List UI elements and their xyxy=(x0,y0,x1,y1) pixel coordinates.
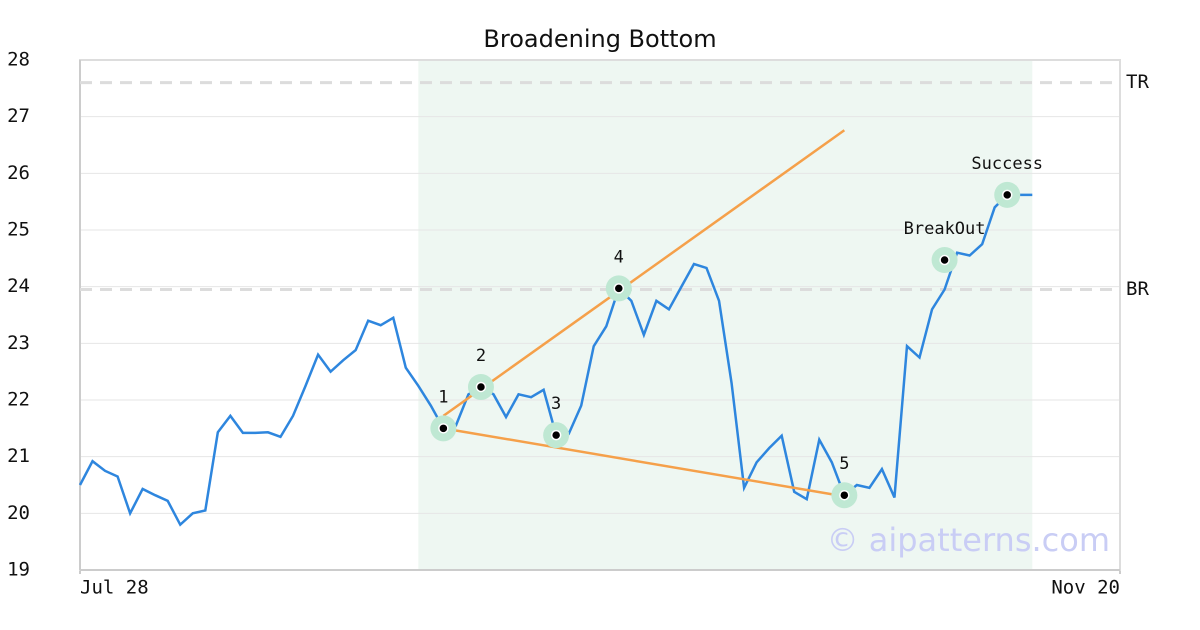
point-dot xyxy=(613,283,625,294)
point-label: 1 xyxy=(438,387,448,407)
y-tick-label: 25 xyxy=(7,219,30,241)
point-label: Success xyxy=(971,154,1043,174)
point-dot xyxy=(939,254,950,266)
chart-title: Broadening Bottom xyxy=(483,25,716,53)
point-dot xyxy=(475,381,487,393)
point-label: 2 xyxy=(476,346,486,366)
point-label: BreakOut xyxy=(904,219,986,239)
y-tick-label: 24 xyxy=(7,275,30,297)
level-label: BR xyxy=(1126,278,1149,300)
trend-line xyxy=(443,427,845,498)
x-tick-label: Jul 28 xyxy=(80,577,149,599)
y-tick-label: 19 xyxy=(7,559,30,581)
y-tick-label: 27 xyxy=(7,105,30,127)
point-dot xyxy=(1001,189,1013,201)
y-tick-label: 28 xyxy=(7,49,30,71)
watermark: © aipatterns.com xyxy=(827,521,1110,559)
point-dot xyxy=(438,423,449,434)
point-dot xyxy=(550,429,562,441)
point-dot xyxy=(839,489,850,501)
point-label: 4 xyxy=(614,247,624,267)
y-tick-label: 23 xyxy=(7,332,30,354)
trend-line xyxy=(442,129,846,417)
point-label: 5 xyxy=(839,454,849,474)
point-label: 3 xyxy=(551,394,561,414)
y-tick-label: 20 xyxy=(7,502,30,524)
y-tick-label: 26 xyxy=(7,162,30,184)
y-tick-label: 21 xyxy=(7,445,30,467)
pattern-region xyxy=(418,60,1033,570)
level-label: TR xyxy=(1126,71,1149,93)
y-tick-label: 22 xyxy=(7,389,30,411)
x-tick-label: Nov 20 xyxy=(1051,577,1120,599)
